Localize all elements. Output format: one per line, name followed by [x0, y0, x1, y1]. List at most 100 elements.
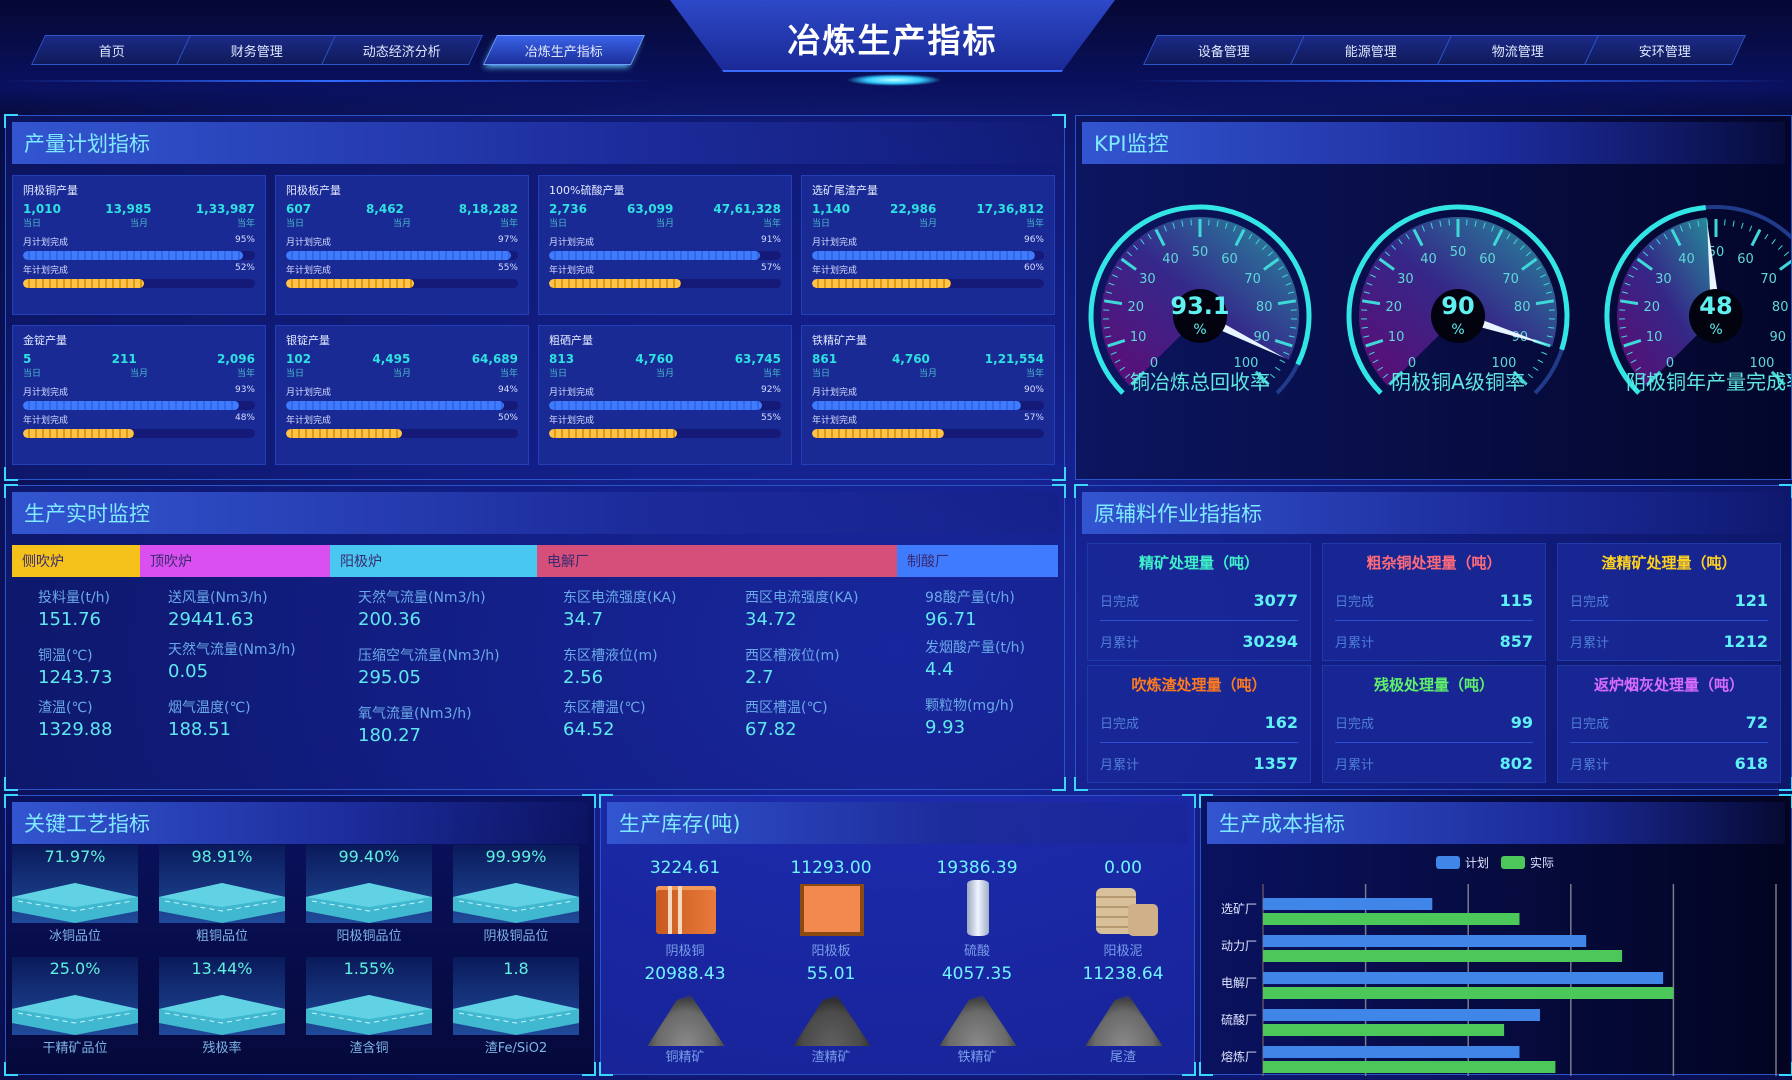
nav-tab[interactable]: 首页 [31, 35, 193, 65]
year-progress-fill [23, 279, 144, 288]
realtime-metric: 东区槽温(℃) 64.52 [563, 700, 713, 740]
nav-tab-label: 动态经济分析 [362, 44, 441, 60]
year-plan-label: 年计划完成 [23, 416, 69, 426]
month-plan-label: 月计划完成 [286, 388, 332, 398]
metric-value: 151.76 [38, 609, 101, 630]
month-label: 月累计 [1100, 757, 1140, 773]
gauge-tick [1285, 282, 1292, 286]
bar-plan [1263, 1009, 1541, 1021]
nav-tab[interactable]: 能源管理 [1290, 35, 1452, 65]
realtime-tab[interactable]: 顶吹炉 [140, 545, 330, 577]
nav-tab[interactable]: 安环管理 [1584, 35, 1746, 65]
year-plan-row: 年计划完成 57% [549, 263, 781, 276]
gauge-scale-label: 40 [1162, 252, 1179, 267]
legend-swatch [1501, 856, 1525, 869]
panel-title: 生产库存(吨) [607, 802, 1188, 844]
gauge-scale-label: 90 [1254, 330, 1271, 345]
day-row: 日完成 121 [1570, 581, 1768, 621]
month-row: 月累计 857 [1335, 621, 1533, 661]
month-progress-bar [549, 401, 781, 410]
year-plan-percent: 60% [1023, 263, 1044, 273]
realtime-panel: 生产实时监控 [4, 484, 1066, 791]
process-indicator: 25.0% 干精矿品位 [12, 957, 138, 1056]
metric-label: 送风量(Nm3/h) [168, 590, 268, 606]
gauge-scale-label: 80 [1514, 300, 1531, 315]
metric-label: 西区槽温(℃) [745, 700, 828, 716]
month-plan-percent: 94% [497, 385, 518, 395]
gauge-scale-label: 60 [1479, 252, 1496, 267]
gauge-tick [1105, 335, 1112, 338]
card-values: 102 4,495 64,689 [286, 352, 518, 366]
gauge-value: 48 [1699, 292, 1732, 320]
corner-decoration [1074, 484, 1088, 498]
day-value: 162 [1264, 713, 1298, 732]
nav-tab-label: 设备管理 [1197, 44, 1250, 60]
realtime-metric: 东区电流强度(KA) 34.7 [563, 590, 713, 630]
gauge-scale-label: 90 [1770, 330, 1787, 345]
ore-pile-icon [932, 984, 1022, 1046]
card-period-labels: 当日 当月 当年 [812, 216, 1044, 229]
gauge-scale-label: 70 [1502, 272, 1519, 287]
nav-tab[interactable]: 动态经济分析 [321, 35, 483, 65]
value-month: 4,760 [891, 352, 930, 366]
gauge-tick [1208, 219, 1210, 226]
metric-value: 1243.73 [38, 667, 113, 688]
nav-tab-label: 首页 [98, 44, 125, 60]
production-card: 100%硫酸产量 2,736 63,099 47,61,328 当日 当月 当年 月计划完成 9… [538, 175, 792, 315]
gauge-scale-label: 60 [1737, 252, 1754, 267]
year-progress-bar [23, 429, 255, 438]
card-values: 1,140 22,986 17,36,812 [812, 202, 1044, 216]
gauge-tick [1506, 233, 1511, 240]
gauge-scale-label: 20 [1386, 300, 1403, 315]
indicator-tile: 1.55% [306, 957, 432, 1035]
nav-tab[interactable]: 物流管理 [1437, 35, 1599, 65]
material-title: 渣精矿处理量（吨） [1601, 554, 1737, 572]
period-label: 当月 [392, 369, 411, 379]
realtime-tab[interactable]: 侧吹炉 [12, 545, 140, 577]
gauge-scale-label: 40 [1678, 252, 1695, 267]
year-plan-label: 年计划完成 [286, 416, 332, 426]
gauge-scale-label: 100 [1492, 356, 1517, 371]
value-month: 4,760 [635, 352, 674, 366]
corner-decoration [1182, 794, 1196, 808]
realtime-tab[interactable]: 制酸厂 [897, 545, 1058, 577]
production-card: 金锭产量 5 211 2,096 当日 当月 当年 月计划完成 93% 年计划完成 48% [12, 325, 266, 465]
ore-pile-icon [786, 984, 876, 1046]
month-plan-percent: 95% [234, 235, 255, 245]
gauge-arc [1604, 204, 1706, 395]
card-period-labels: 当日 当月 当年 [286, 216, 518, 229]
value-day: 861 [812, 352, 838, 366]
nav-tab[interactable]: 设备管理 [1143, 35, 1305, 65]
acid-tank-icon [932, 878, 1022, 940]
realtime-metric: 氧气流量(Nm3/h) 180.27 [358, 706, 543, 746]
gauge-tick [1112, 274, 1118, 278]
metric-value: 0.05 [168, 661, 209, 682]
indicator-tile: 99.99% [453, 845, 579, 923]
gauge-tick [1154, 228, 1166, 247]
nav-tab[interactable]: 冶炼生产指标 [483, 35, 645, 65]
corner-decoration [4, 777, 18, 791]
gauge-scale-label: 100 [1234, 356, 1259, 371]
value-day: 607 [286, 202, 312, 216]
inventory-value: 19386.39 [936, 858, 1018, 878]
month-progress-fill [286, 251, 512, 260]
year-progress-fill [23, 429, 135, 438]
gauge-tick [1619, 299, 1639, 306]
gauge-tick [1372, 359, 1379, 364]
card-period-labels: 当日 当月 当年 [812, 366, 1044, 379]
realtime-tab[interactable]: 电解厂 [537, 545, 897, 577]
gauge-tick [1628, 274, 1634, 278]
gauge-unit: % [1709, 322, 1722, 338]
value-day: 1,010 [23, 202, 61, 216]
nav-tab[interactable]: 财务管理 [176, 35, 338, 65]
inventory-value: 11238.64 [1082, 964, 1164, 984]
card-title: 银锭产量 [286, 334, 330, 347]
gauge-tick [1181, 220, 1184, 227]
metric-label: 压缩空气流量(Nm3/h) [358, 648, 500, 664]
realtime-tab[interactable]: 阳极炉 [330, 545, 537, 577]
month-plan-row: 月计划完成 97% [286, 235, 518, 248]
gauge-tick [1108, 282, 1115, 286]
card-values: 5 211 2,096 [23, 352, 255, 366]
period-label: 当年 [762, 219, 781, 229]
